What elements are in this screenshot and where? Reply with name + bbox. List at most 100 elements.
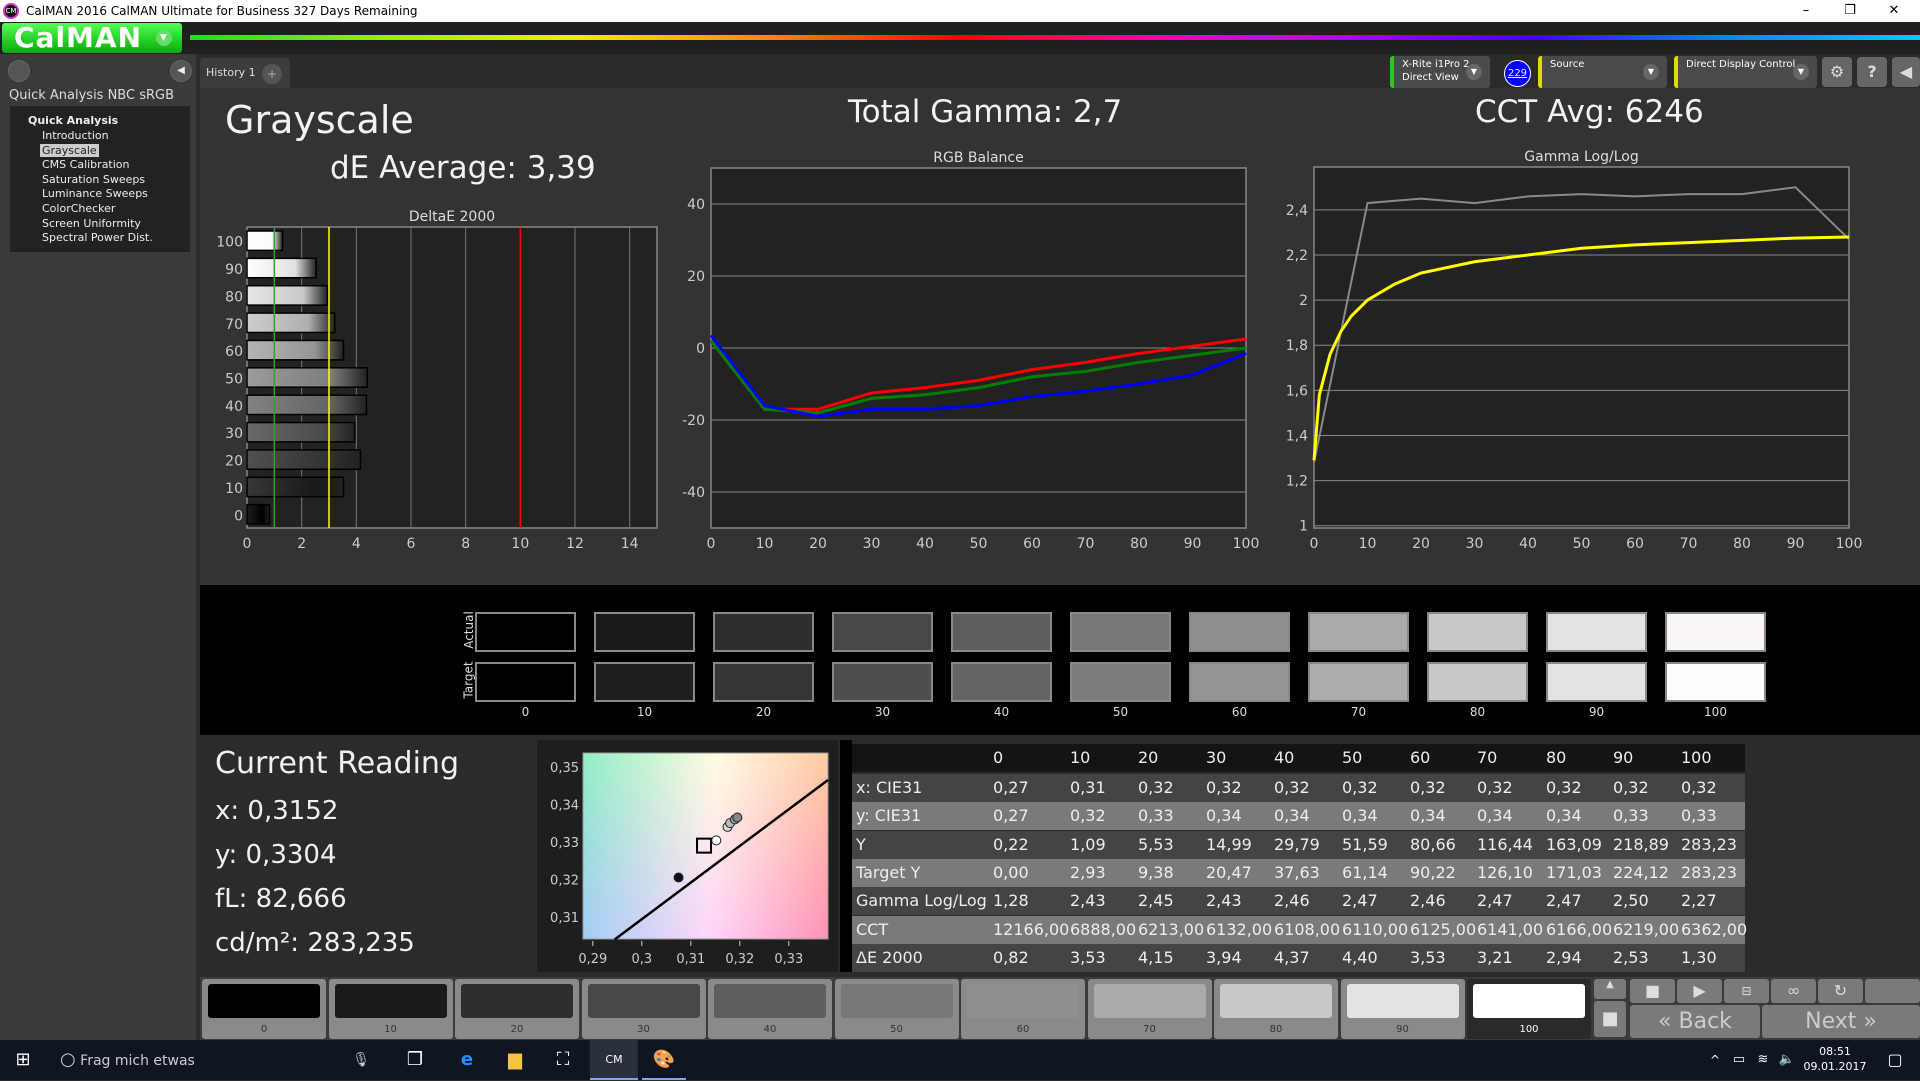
swatch-comparison: Actual Target 0 10 20 30 40 50 60 70 80 90 100 [200, 585, 1920, 735]
sidebar-item[interactable]: Spectral Power Dist. [42, 231, 153, 245]
series-line-1 [1312, 235, 1850, 461]
x-tick-label: 50 [1573, 536, 1591, 552]
cie-chart-panel: 0,29 0,3 0,31 0,32 0,33 0,35 0,34 0,33 0,32 0,31 [537, 740, 838, 972]
close-button[interactable]: ✕ [1888, 3, 1900, 18]
target-swatch [1427, 662, 1528, 702]
table-cell: 283,23 [1681, 862, 1737, 882]
stop-measure-icon[interactable]: ■ [1630, 979, 1675, 1003]
pattern-button-100[interactable]: 100 [1467, 979, 1591, 1039]
wifi-icon[interactable]: ≋ [1757, 1052, 1769, 1067]
tray-overflow-icon[interactable]: ^ [1709, 1053, 1721, 1067]
gear-icon[interactable]: ⚙ [1822, 57, 1852, 87]
x-tick-label: 20 [1412, 536, 1430, 552]
actual-swatch [1546, 612, 1647, 652]
help-button[interactable]: ? [1857, 57, 1887, 87]
volume-muted-icon[interactable]: 🔈 [1778, 1052, 1796, 1067]
swatch-level-label: 30 [874, 705, 891, 719]
sidebar-item[interactable]: CMS Calibration [42, 158, 130, 172]
y-tick-label: 80 [225, 289, 243, 305]
pattern-button-30[interactable]: 30 [581, 979, 706, 1039]
windows-start-icon[interactable]: ⊞ [15, 1049, 31, 1070]
pattern-button-10[interactable]: 10 [328, 979, 453, 1039]
add-tab-button[interactable]: + [262, 64, 282, 84]
microphone-icon[interactable]: 🎙 [352, 1052, 370, 1068]
store-icon[interactable]: ⛶ [556, 1049, 570, 1070]
back-button[interactable]: « Back [1630, 1005, 1760, 1038]
table-cell: 6213,00 [1138, 919, 1205, 939]
y-tick-label: 1,8 [1286, 338, 1308, 354]
pattern-button-70[interactable]: 70 [1087, 979, 1212, 1039]
x-tick-label: 0 [707, 536, 716, 552]
stop-icon[interactable]: ■ [1594, 1001, 1626, 1037]
pattern-button-60[interactable]: 60 [961, 979, 1085, 1039]
next-button[interactable]: Next » [1762, 1005, 1920, 1038]
file-explorer-icon[interactable]: ▆ [508, 1049, 522, 1070]
column-header: 40 [1274, 748, 1295, 767]
x-tick-label: 60 [1626, 536, 1644, 552]
table-cell: 4,40 [1342, 947, 1378, 967]
calman-taskbar-icon[interactable]: CM [590, 1040, 638, 1080]
table-cell: 6166,00 [1546, 919, 1613, 939]
table-cell: 2,53 [1613, 947, 1649, 967]
table-row: CCT 12166,00 6888,00 6213,00 6132,00 6108,00 6… [850, 915, 1747, 944]
sidebar-item[interactable]: Grayscale [40, 143, 99, 157]
y-tick-label: 1 [1299, 519, 1308, 535]
x-tick-label: 30 [1466, 536, 1484, 552]
sidebar-item[interactable]: Screen Uniformity [42, 216, 141, 230]
calman-menu-button[interactable]: CalMAN ▼ [2, 23, 182, 53]
edge-icon[interactable]: e [460, 1049, 474, 1070]
chevron-left-icon[interactable]: ◀ [1892, 57, 1920, 87]
read-series-icon[interactable]: ⊟ [1724, 979, 1769, 1003]
sidebar-item[interactable]: Luminance Sweeps [42, 187, 148, 201]
notification-icon[interactable]: ▢ [1887, 1050, 1903, 1069]
continuous-icon[interactable]: ∞ [1771, 979, 1816, 1003]
tree-root-quick-analysis[interactable]: Quick Analysis [28, 114, 119, 127]
task-view-icon[interactable]: ❐ [406, 1049, 424, 1070]
refresh-icon[interactable]: ↻ [1818, 979, 1863, 1003]
y-tick-label: 50 [225, 372, 243, 388]
x-tick-label: 0,29 [578, 952, 607, 967]
table-cell: 2,45 [1138, 891, 1174, 911]
pattern-button-0[interactable]: 0 [202, 979, 326, 1039]
record-icon[interactable] [8, 60, 30, 82]
sidebar-item[interactable]: Introduction [42, 129, 109, 142]
collapse-sidebar-icon[interactable]: ◀ [170, 60, 192, 82]
paint-icon[interactable]: 🎨 [642, 1040, 686, 1080]
record-icon[interactable] [1865, 979, 1920, 1003]
pattern-swatch [1093, 984, 1206, 1018]
battery-icon[interactable]: ▭ [1732, 1052, 1746, 1067]
pattern-button-50[interactable]: 50 [834, 979, 959, 1039]
search-box[interactable]: ○ Frag mich etwas 🎙 [50, 1040, 380, 1080]
pattern-label: 0 [260, 1024, 268, 1035]
meter-badge[interactable]: 229 [1504, 60, 1531, 87]
bottom-bar: 0 10 20 30 40 50 60 70 80 90 100 ▲ ■ ■ ▶ ⊟ ∞ ↻ « B… [200, 977, 1920, 1040]
x-tick-label: 90 [1787, 536, 1805, 552]
table-cell: 0,22 [993, 834, 1029, 854]
clock[interactable]: 08:51 09.01.2017 [1800, 1040, 1870, 1080]
meter-selector[interactable]: X-Rite i1Pro 2 Direct View ▼ [1390, 56, 1490, 88]
pattern-button-80[interactable]: 80 [1214, 979, 1338, 1039]
deltae-chart: DeltaE 2000 0 2 4 6 8 10 12 14 0 10 20 30 40 50 60 70 80 9… [216, 209, 658, 552]
source-selector[interactable]: Source ▼ [1538, 56, 1667, 88]
target-swatch [1665, 662, 1766, 702]
row-label: Gamma Log/Log [856, 891, 987, 911]
pattern-label: 10 [384, 1024, 397, 1035]
pattern-button-40[interactable]: 40 [708, 979, 832, 1039]
display-selector[interactable]: Direct Display Control ▼ [1674, 56, 1817, 88]
sidebar-item[interactable]: ColorChecker [42, 202, 116, 215]
row-label: Y [856, 834, 866, 854]
sidebar-item[interactable]: Saturation Sweeps [42, 172, 146, 186]
target-swatch [1070, 662, 1171, 702]
scroll-up-icon[interactable]: ▲ [1594, 979, 1626, 999]
y-tick-label: 100 [216, 235, 243, 251]
chevron-down-icon: ▼ [1643, 64, 1659, 80]
play-icon[interactable]: ▶ [1677, 979, 1722, 1003]
minimize-button[interactable]: – [1802, 3, 1810, 18]
maximize-button[interactable]: ❐ [1844, 3, 1856, 18]
table-cell: 37,63 [1274, 862, 1320, 882]
pattern-button-90[interactable]: 90 [1340, 979, 1465, 1039]
x-tick-label: 8 [461, 536, 470, 552]
pattern-button-20[interactable]: 20 [455, 979, 579, 1039]
x-tick-label: 100 [1836, 536, 1863, 552]
bar-50 [246, 367, 369, 388]
